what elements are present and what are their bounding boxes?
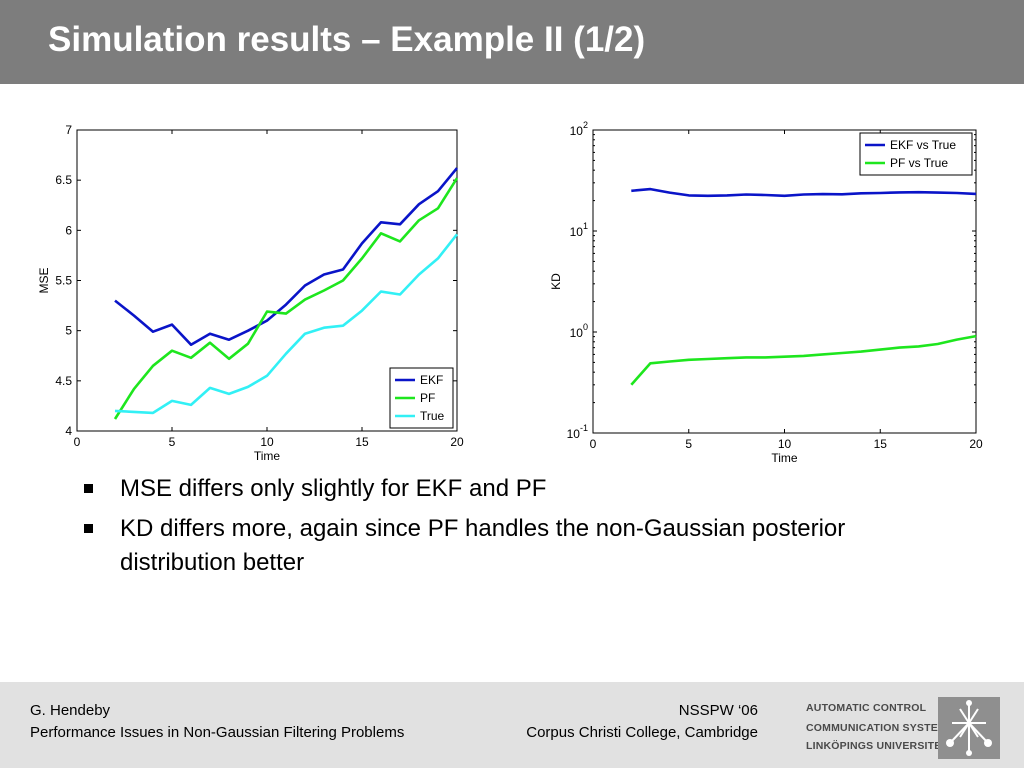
x-tick-label: 10: [260, 435, 274, 449]
y-tick-label: 5: [65, 324, 72, 338]
logo-line-3: LINKÖPINGS UNIVERSITET: [806, 740, 949, 752]
footer-venue: Corpus Christi College, Cambridge: [526, 724, 758, 741]
series-line-true: [114, 233, 459, 415]
series-line-pf-vs-true: [630, 334, 977, 386]
x-tick-label: 5: [685, 437, 692, 451]
x-axis-label: Time: [254, 449, 281, 463]
plot-frame: [592, 129, 977, 434]
legend-box: [859, 132, 973, 176]
legend-label: PF vs True: [890, 156, 948, 170]
bullet-marker-icon: [84, 524, 93, 533]
bullet-text: MSE differs only slightly for EKF and PF: [120, 475, 547, 502]
series-line-pf: [113, 177, 459, 420]
y-tick-label: 6.5: [55, 173, 72, 187]
y-tick-label: 4.5: [55, 374, 72, 388]
series-line-ekf-vs-true: [631, 187, 977, 198]
legend-label: True: [420, 409, 445, 423]
bullet-marker-icon: [84, 484, 93, 493]
x-tick-label: 15: [874, 437, 888, 451]
y-tick-label: 4: [65, 424, 72, 438]
legend-label: EKF vs True: [890, 138, 956, 152]
y-tick-label: 102: [570, 120, 588, 138]
linkoping-university-emblem-icon: [938, 697, 1000, 759]
x-tick-label: 0: [74, 435, 81, 449]
footer-author: G. Hendeby: [30, 702, 111, 719]
bullet-text: KD differs more, again since PF handles …: [120, 515, 846, 576]
footer-event: NSSPW ‘06: [678, 702, 758, 719]
series-line-ekf: [114, 167, 459, 347]
y-tick-label: 10-1: [567, 423, 588, 441]
mse-chart: 0 5 10 15 20 4 4.5 5 5.5 6 6.5 7 Time MSE EKF PF True: [37, 123, 464, 463]
legend-label: PF: [420, 391, 435, 405]
y-axis-label: MSE: [37, 267, 51, 293]
logo-line-1: AUTOMATIC CONTROL: [806, 702, 927, 714]
slide-title: Simulation results – Example II (1/2): [48, 20, 646, 59]
kd-chart: 0 5 10 15 20 10-1 100 101 102 Time KD EKF vs True PF…: [549, 120, 983, 465]
footer: [0, 682, 1024, 768]
y-tick-label: 7: [65, 123, 72, 137]
x-tick-label: 15: [355, 435, 369, 449]
x-tick-label: 5: [169, 435, 176, 449]
footer-talk-title: Performance Issues in Non-Gaussian Filte…: [30, 724, 405, 741]
x-tick-label: 0: [590, 437, 597, 451]
y-tick-label: 101: [570, 221, 588, 239]
logo-line-2: COMMUNICATION SYSTEMS: [806, 722, 955, 734]
bullet-item: MSE differs only slightly for EKF and PF: [82, 472, 962, 506]
x-tick-label: 20: [450, 435, 464, 449]
x-axis-label: Time: [771, 451, 798, 465]
y-tick-label: 5.5: [55, 274, 72, 288]
x-tick-label: 10: [778, 437, 792, 451]
y-axis-label: KD: [549, 273, 563, 290]
bullet-item: KD differs more, again since PF handles …: [82, 512, 962, 580]
title-bar: Simulation results – Example II (1/2): [0, 0, 1024, 84]
x-tick-label: 20: [969, 437, 983, 451]
y-tick-label: 100: [570, 322, 588, 340]
y-tick-label: 6: [65, 223, 72, 237]
legend-label: EKF: [420, 373, 443, 387]
bullet-list: MSE differs only slightly for EKF and PF…: [82, 472, 962, 586]
